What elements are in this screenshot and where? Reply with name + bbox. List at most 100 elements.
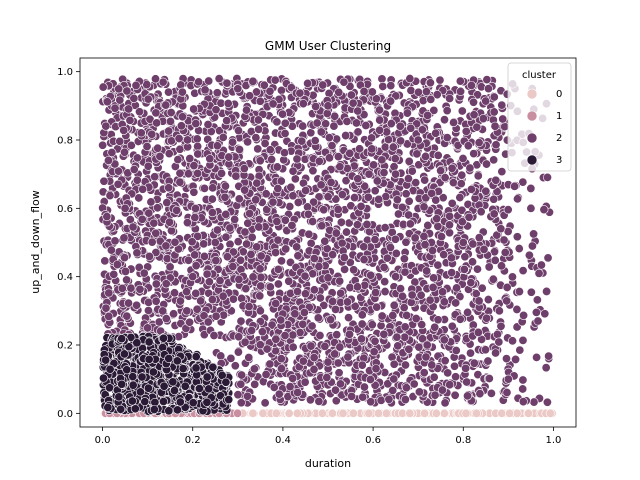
series-2-point [220, 192, 230, 202]
series-2-point [483, 84, 493, 94]
series-2-point [333, 358, 343, 368]
series-2-point [102, 212, 112, 222]
series-3-point [172, 356, 182, 366]
series-2-point [393, 209, 403, 219]
series-2-point [202, 269, 212, 279]
series-2-point [439, 297, 449, 307]
series-2-point [228, 294, 238, 304]
series-2-point [182, 287, 192, 297]
series-2-point [285, 382, 295, 392]
series-2-point [379, 168, 389, 178]
series-2-point [204, 76, 214, 86]
series-2-point [348, 98, 358, 108]
series-2-point [121, 266, 131, 276]
series-2-point [292, 242, 302, 252]
series-2-point [401, 189, 411, 199]
series-2-point [392, 195, 402, 205]
series-2-point [469, 358, 479, 368]
series-2-point [248, 76, 258, 86]
y-tick-label: 1.0 [57, 67, 73, 78]
series-2-point [300, 377, 310, 387]
legend-label-0: 0 [556, 89, 562, 100]
series-2-point [375, 115, 385, 125]
series-2-point [194, 77, 204, 87]
series-2-point [207, 194, 217, 204]
series-2-point [254, 124, 264, 134]
series-2-point [105, 191, 115, 201]
series-2-point [542, 286, 552, 296]
x-axis-label: duration [305, 457, 351, 470]
series-2-point [419, 231, 429, 241]
series-2-point [502, 282, 512, 292]
series-2-point [183, 135, 193, 145]
series-2-point [170, 288, 180, 298]
series-2-point [276, 315, 286, 325]
legend-title: cluster [522, 70, 557, 81]
series-2-point [359, 86, 369, 96]
series-2-point [386, 96, 396, 106]
series-2-point [308, 217, 318, 227]
series-2-point [176, 80, 186, 90]
series-2-point [400, 267, 410, 277]
series-2-point [320, 341, 330, 351]
series-2-point [253, 115, 263, 125]
series-2-point [119, 233, 129, 243]
series-2-point [425, 295, 435, 305]
series-2-point [334, 87, 344, 97]
series-2-point [353, 282, 363, 292]
series-2-point [391, 248, 401, 258]
series-2-point [276, 176, 286, 186]
series-2-point [340, 264, 350, 274]
series-2-point [241, 284, 251, 294]
series-2-point [228, 137, 238, 147]
series-2-point [247, 232, 257, 242]
series-2-point [207, 208, 217, 218]
series-2-point [442, 133, 452, 143]
series-2-point [323, 273, 333, 283]
series-2-point [246, 249, 256, 259]
series-2-point [359, 382, 369, 392]
series-2-point [445, 211, 455, 221]
series-2-point [222, 116, 232, 126]
series-2-point [450, 361, 460, 371]
y-tick-label: 0.6 [57, 204, 73, 215]
series-2-point [230, 214, 240, 224]
series-2-point [248, 272, 258, 282]
series-2-point [428, 282, 438, 292]
series-2-point [475, 389, 485, 399]
series-0-point [284, 408, 294, 418]
series-2-point [474, 138, 484, 148]
series-2-point [114, 84, 124, 94]
series-2-point [398, 291, 408, 301]
series-2-point [400, 332, 410, 342]
series-2-point [369, 347, 379, 357]
series-2-point [379, 329, 389, 339]
series-2-point [400, 322, 410, 332]
series-2-point [122, 311, 132, 321]
series-2-point [143, 323, 153, 333]
series-2-point [280, 331, 290, 341]
series-2-point [433, 150, 443, 160]
series-2-point [413, 87, 423, 97]
series-2-point [196, 296, 206, 306]
series-0-point [523, 408, 533, 418]
series-2-point [162, 198, 172, 208]
series-2-point [165, 217, 175, 227]
series-2-point [101, 303, 111, 313]
series-2-point [500, 247, 510, 257]
y-tick-label: 0.4 [57, 272, 73, 283]
series-2-point [214, 74, 224, 84]
series-2-point [407, 166, 417, 176]
series-0-point [364, 408, 374, 418]
series-2-point [320, 236, 330, 246]
series-2-point [429, 372, 439, 382]
series-2-point [255, 264, 265, 274]
series-0-point [405, 408, 415, 418]
series-2-point [463, 391, 473, 401]
series-2-point [357, 319, 367, 329]
series-2-point [468, 257, 478, 267]
series-2-point [115, 136, 125, 146]
series-2-point [220, 181, 230, 191]
series-3-point [224, 395, 234, 405]
